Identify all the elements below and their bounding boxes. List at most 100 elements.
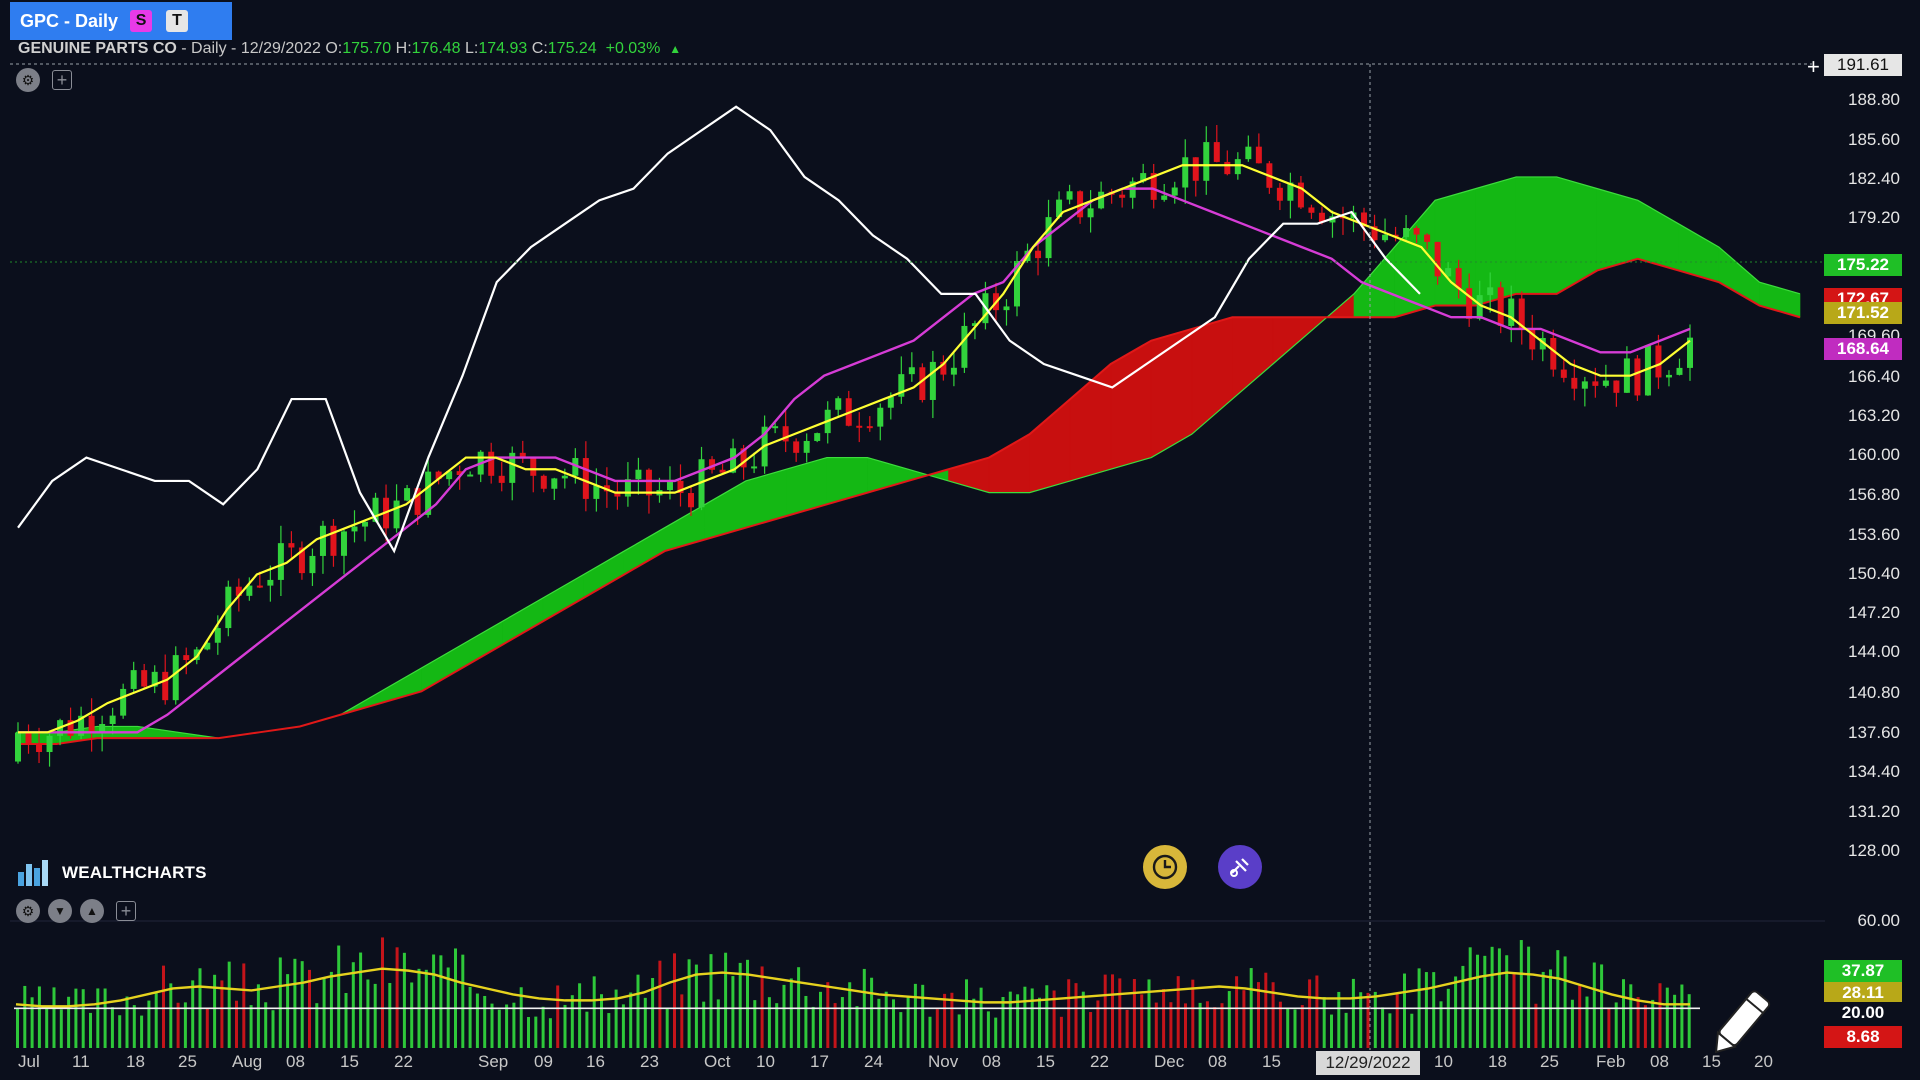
volume-bar <box>1410 1013 1414 1048</box>
volume-bar <box>950 992 954 1048</box>
volume-bar <box>118 1015 122 1048</box>
candle-body <box>1518 298 1525 330</box>
volume-bar <box>1454 976 1458 1048</box>
volume-bar <box>1629 984 1633 1048</box>
volume-settings-icon[interactable]: ⚙ <box>16 899 40 923</box>
chikou-span-line <box>17 105 1421 554</box>
candle-body <box>1445 268 1452 277</box>
volume-bar <box>1395 994 1399 1048</box>
company-name: GENUINE PARTS CO <box>18 40 177 57</box>
s-badge[interactable]: S <box>130 10 153 32</box>
candle-body <box>1361 212 1368 227</box>
t-badge[interactable]: T <box>166 10 189 32</box>
candle-body <box>362 521 369 527</box>
candle-body <box>1318 212 1325 223</box>
volume-bar <box>673 953 676 1048</box>
candle-body <box>551 478 558 489</box>
volume-bar <box>804 995 808 1048</box>
candle-body <box>1497 287 1504 326</box>
candle-body <box>519 452 526 458</box>
volume-bar <box>957 1014 961 1048</box>
candle-body <box>235 586 242 596</box>
volume-bar <box>454 948 457 1048</box>
low-value: 174.93 <box>478 40 528 57</box>
candle-body <box>319 525 326 556</box>
volume-bar <box>147 1000 151 1048</box>
volume-bar <box>1205 1001 1209 1048</box>
time-axis-label: 25 <box>1540 1052 1559 1071</box>
candle-body <box>782 426 789 442</box>
volume-bar <box>1476 954 1479 1048</box>
time-axis-label: 10 <box>1434 1052 1453 1071</box>
cloud-segment <box>583 550 625 599</box>
time-axis-label: 08 <box>1208 1052 1227 1071</box>
time-axis-label: 22 <box>394 1052 413 1071</box>
candle-body <box>740 448 747 468</box>
volume-bar <box>140 1015 144 1048</box>
candle-body <box>866 426 873 429</box>
candle-body <box>814 433 821 441</box>
drawing-tools-button[interactable] <box>1218 845 1262 889</box>
candle-body <box>793 441 800 453</box>
volume-level-tag: 8.68 <box>1824 1026 1902 1048</box>
clock-button[interactable] <box>1143 845 1187 889</box>
candle-body <box>1424 234 1431 242</box>
volume-bar <box>1600 964 1604 1048</box>
volume-bar <box>59 1009 63 1048</box>
volume-bar <box>665 1007 669 1048</box>
volume-bar <box>1541 971 1545 1048</box>
volume-bar <box>1497 948 1501 1048</box>
volume-bar <box>819 991 822 1048</box>
volume-bar <box>1527 946 1531 1048</box>
volume-bar <box>213 974 217 1048</box>
volume-bar <box>1636 997 1640 1048</box>
volume-bar <box>935 1009 939 1048</box>
cloud-segment <box>704 480 747 540</box>
volume-bar <box>986 1011 990 1048</box>
volume-bar <box>643 997 647 1048</box>
volume-bar <box>1286 1008 1290 1048</box>
candle-body <box>950 367 957 375</box>
volume-bar <box>220 980 224 1048</box>
collapse-down-icon[interactable]: ▼ <box>48 899 72 923</box>
symbol-tab[interactable]: GPC - Daily S T <box>10 2 232 40</box>
candle-body <box>1119 194 1126 198</box>
candle-body <box>183 655 190 661</box>
volume-bar <box>892 999 895 1048</box>
volume-bar <box>709 954 713 1048</box>
candle-body <box>404 488 411 501</box>
price-level-tag: 171.52 <box>1824 302 1902 324</box>
volume-bar <box>475 993 479 1048</box>
volume-bar <box>483 995 487 1048</box>
candle-body <box>267 579 274 586</box>
candle-body <box>1192 157 1199 181</box>
expand-up-icon[interactable]: ▲ <box>80 899 104 923</box>
add-volume-indicator-icon[interactable]: + <box>116 901 136 921</box>
candle-body <box>277 543 284 580</box>
volume-bar <box>1235 976 1239 1048</box>
volume-bar <box>724 952 728 1048</box>
time-axis-label: 16 <box>586 1052 605 1071</box>
volume-bar <box>278 957 282 1048</box>
volume-bar <box>913 983 917 1048</box>
volume-bar <box>760 966 764 1048</box>
candle-body <box>666 480 673 491</box>
time-axis-label: 15 <box>1036 1052 1055 1071</box>
add-indicator-icon[interactable]: + <box>52 70 72 90</box>
volume-bar <box>1132 979 1136 1048</box>
candle-body <box>929 361 936 400</box>
cloud-segment <box>542 573 584 622</box>
volume-bar <box>1585 996 1589 1048</box>
volume-bar <box>1607 1008 1611 1048</box>
volume-bar <box>1534 1003 1538 1048</box>
volume-bar <box>490 1003 494 1048</box>
low-label: L: <box>460 40 479 57</box>
settings-icon[interactable]: ⚙ <box>16 68 40 92</box>
time-axis-label: 23 <box>640 1052 659 1071</box>
volume-bar <box>1614 1002 1618 1048</box>
volume-bar <box>1483 955 1487 1048</box>
candle-body <box>46 735 53 753</box>
volume-bar <box>1651 999 1655 1048</box>
volume-bar <box>249 1005 253 1048</box>
